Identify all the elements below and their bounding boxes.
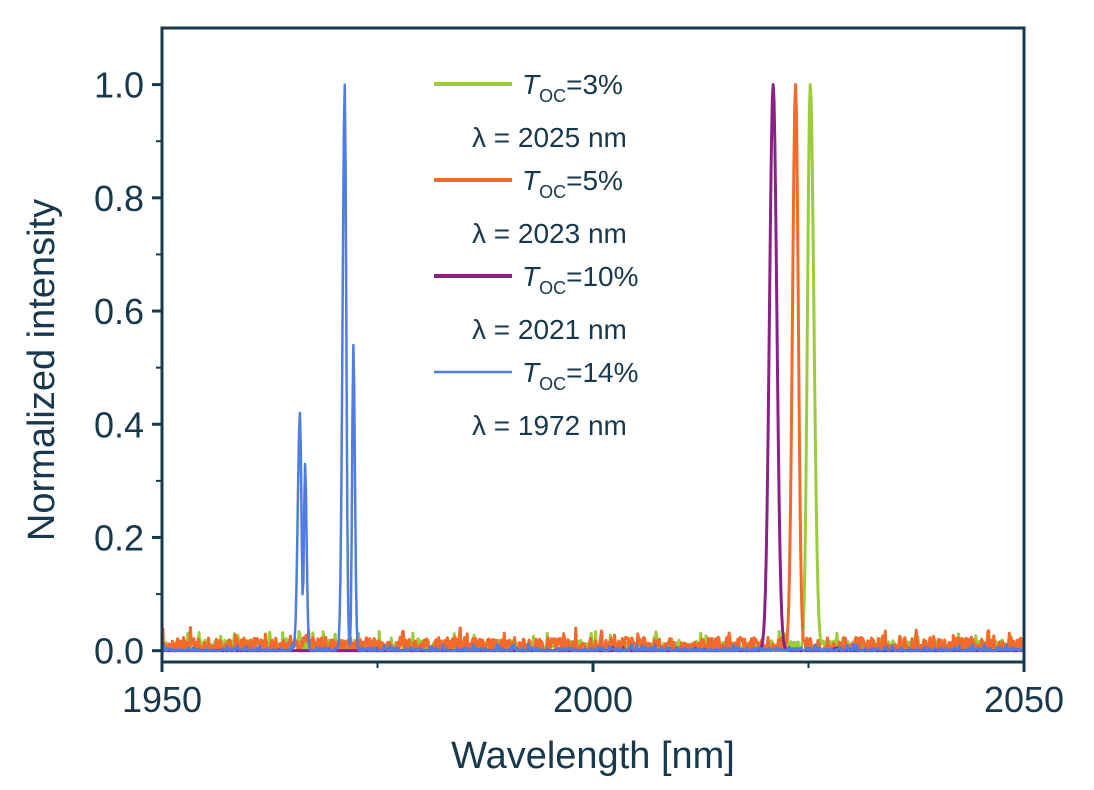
y-tick-label: 0.0 xyxy=(94,631,144,672)
legend-wavelength-2: λ = 2023 nm xyxy=(472,218,627,249)
legend-label-1: TOC=3% xyxy=(522,69,623,106)
legend-wavelength-3: λ = 2021 nm xyxy=(472,314,627,345)
y-axis-title: Normalized intensity xyxy=(21,199,63,541)
y-tick-label: 1.0 xyxy=(94,65,144,106)
x-axis-title: Wavelength [nm] xyxy=(451,735,735,777)
x-tick-label: 1950 xyxy=(122,679,202,720)
y-tick-label: 0.6 xyxy=(94,291,144,332)
x-tick-label: 2050 xyxy=(984,679,1064,720)
tick-labels-layer: 1950 2000 2050 0.0 0.2 0.4 0.6 0.8 1.0 xyxy=(94,65,1064,720)
legend-wavelength-1: λ = 2025 nm xyxy=(472,122,627,153)
ticks-layer xyxy=(152,83,1026,672)
x-tick-label: 2000 xyxy=(553,679,633,720)
series-layer xyxy=(162,83,1024,653)
legend: TOC=3% λ = 2025 nm TOC=5% λ = 2023 nm TOC=10… xyxy=(434,69,639,441)
legend-label-3: TOC=10% xyxy=(522,261,639,298)
legend-label-2: TOC=5% xyxy=(522,165,623,202)
series-line-4 xyxy=(162,83,1024,652)
legend-wavelength-4: λ = 1972 nm xyxy=(472,410,627,441)
y-tick-label: 0.4 xyxy=(94,404,144,445)
legend-label-4: TOC=14% xyxy=(522,357,639,394)
y-tick-label: 0.8 xyxy=(94,178,144,219)
y-tick-label: 0.2 xyxy=(94,517,144,558)
